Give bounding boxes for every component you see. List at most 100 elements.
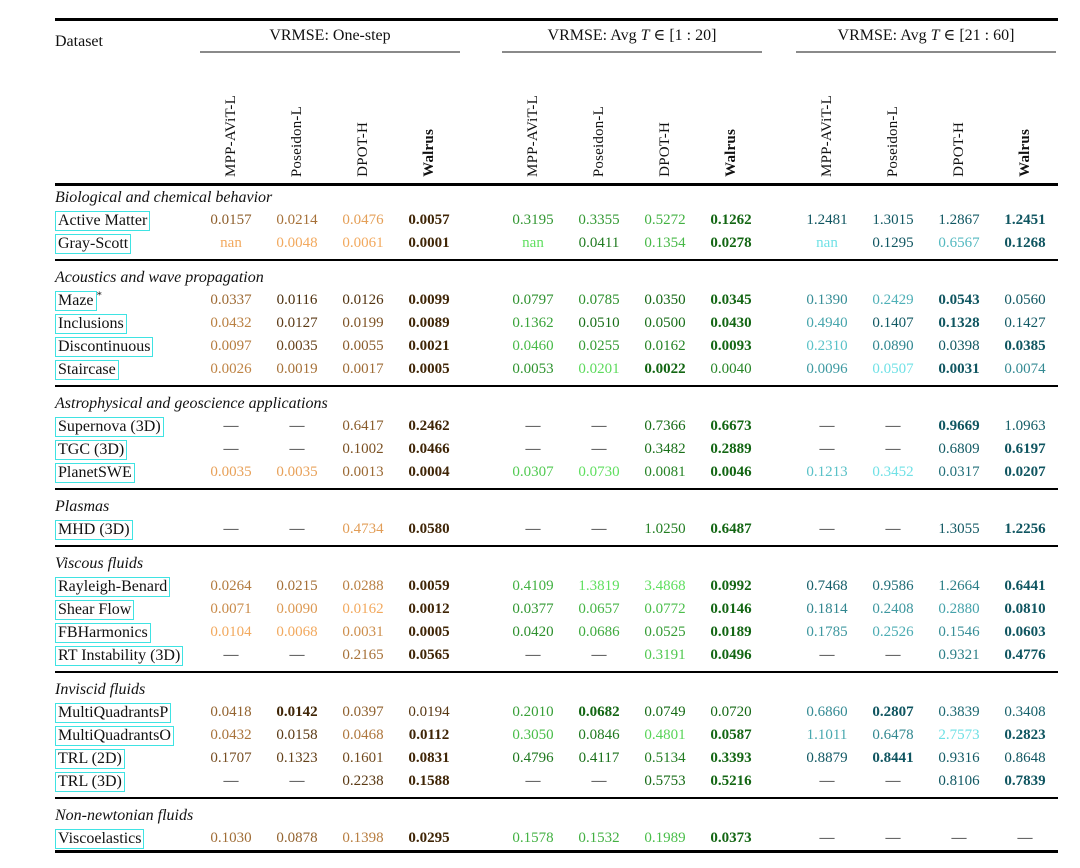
- metric-value-cell: 0.3452: [860, 461, 926, 484]
- metric-value: 0.0017: [342, 361, 384, 377]
- metric-value: nan: [522, 235, 544, 251]
- metric-value: 0.0112: [408, 727, 450, 743]
- column-gap: [764, 621, 794, 644]
- metric-value: —: [289, 441, 305, 457]
- metric-value-cell: 0.0720: [698, 701, 764, 724]
- metric-value-cell: 0.6673: [698, 415, 764, 438]
- metric-value: 0.0099: [408, 292, 450, 308]
- metric-value: 0.0199: [342, 315, 384, 331]
- metric-value: 0.0255: [578, 338, 620, 354]
- section-separator-rule: [55, 488, 1058, 490]
- metric-value-cell: 0.8106: [926, 770, 992, 793]
- dataset-link[interactable]: Active Matter: [55, 211, 151, 231]
- dataset-link[interactable]: Discontinuous: [55, 337, 154, 357]
- section-title: Non-newtonian fluids: [55, 807, 194, 824]
- column-gap: [462, 621, 500, 644]
- metric-value-cell: 0.0810: [992, 598, 1058, 621]
- metric-value-cell: 0.0560: [992, 289, 1058, 312]
- missing-value-cell: —: [264, 518, 330, 541]
- metric-value: 1.3819: [578, 578, 620, 594]
- model-name-rotated: DPOT-H: [354, 122, 371, 177]
- dataset-link[interactable]: Viscoelastics: [55, 829, 145, 849]
- dataset-link[interactable]: MHD (3D): [55, 520, 133, 540]
- metric-value-cell: 1.3015: [860, 209, 926, 232]
- dataset-link[interactable]: Gray-Scott: [55, 234, 132, 254]
- dataset-link[interactable]: Inclusions: [55, 314, 127, 334]
- metric-value: 1.3055: [938, 521, 980, 537]
- dataset-link[interactable]: Shear Flow: [55, 600, 135, 620]
- missing-value-cell: —: [500, 438, 566, 461]
- metric-value: 0.0068: [276, 624, 318, 640]
- missing-value-cell: —: [860, 827, 926, 850]
- metric-value: 0.4734: [342, 521, 384, 537]
- dataset-label-cell: Maze *: [55, 289, 198, 312]
- dataset-link[interactable]: Maze: [55, 291, 97, 311]
- column-gap: [764, 209, 794, 232]
- column-gap: [764, 461, 794, 484]
- metric-value: 0.8648: [1004, 750, 1046, 766]
- metric-value: 0.0730: [578, 464, 620, 480]
- model-column-header: Walrus: [698, 55, 764, 177]
- model-columns-row: MPP-AViT-L Poseidon-L DPOT-H Walrus MPP-AViT…: [55, 53, 1058, 183]
- dataset-link[interactable]: TRL (3D): [55, 772, 125, 792]
- metric-value-cell: 0.0890: [860, 335, 926, 358]
- metric-value: 0.0720: [710, 704, 752, 720]
- dataset-link[interactable]: Rayleigh-Benard: [55, 577, 171, 597]
- metric-value: 0.0214: [276, 212, 318, 228]
- metric-value: 0.8106: [938, 773, 980, 789]
- model-column-header: Walrus: [992, 55, 1058, 177]
- metric-value: 0.0468: [342, 727, 384, 743]
- metric-value-cell: 0.1268: [992, 232, 1058, 255]
- model-column-header: MPP-AViT-L: [794, 55, 860, 177]
- metric-value-cell: 0.8441: [860, 747, 926, 770]
- dataset-link[interactable]: Staircase: [55, 360, 119, 380]
- metric-value-cell: 0.4109: [500, 575, 566, 598]
- metric-value: 0.1268: [1004, 235, 1046, 251]
- metric-value: 0.7366: [644, 418, 686, 434]
- dataset-link[interactable]: MultiQuadrantsP: [55, 703, 172, 723]
- metric-value: 0.0831: [408, 750, 450, 766]
- metric-value-cell: 0.0046: [698, 461, 764, 484]
- dataset-link[interactable]: Supernova (3D): [55, 417, 164, 437]
- dataset-link[interactable]: MultiQuadrantsO: [55, 726, 174, 746]
- column-gap: [462, 209, 500, 232]
- table-row: Active Matter 0.0157 0.0214 0.0476 0.0057 0.3…: [55, 209, 1058, 232]
- missing-value-cell: —: [500, 770, 566, 793]
- metric-value-cell: 0.0397: [330, 701, 396, 724]
- metric-value: 0.0057: [408, 212, 450, 228]
- model-name-rotated: Poseidon-L: [884, 105, 901, 177]
- metric-value: 0.3191: [644, 647, 686, 663]
- metric-value-cell: 0.0432: [198, 312, 264, 335]
- metric-value-cell: 0.8648: [992, 747, 1058, 770]
- metric-value-cell: 0.0199: [330, 312, 396, 335]
- dataset-label-cell: MultiQuadrantsP: [55, 701, 198, 724]
- dataset-link[interactable]: RT Instability (3D): [55, 646, 184, 666]
- metric-value: 0.0587: [710, 727, 752, 743]
- metric-value-cell: 0.0022: [632, 358, 698, 381]
- section-title: Acoustics and wave propagation: [55, 269, 264, 286]
- metric-value: 0.2238: [342, 773, 384, 789]
- dataset-label-cell: Rayleigh-Benard: [55, 575, 198, 598]
- metric-value-cell: 0.0525: [632, 621, 698, 644]
- metric-value: 0.0846: [578, 727, 620, 743]
- dataset-link[interactable]: TRL (2D): [55, 749, 125, 769]
- metric-value: 0.6809: [938, 441, 980, 457]
- metric-value: 0.0785: [578, 292, 620, 308]
- metric-value-cell: 0.0116: [264, 289, 330, 312]
- dataset-link[interactable]: PlanetSWE: [55, 463, 135, 483]
- metric-value: 0.0162: [342, 601, 384, 617]
- dataset-link[interactable]: TGC (3D): [55, 440, 128, 460]
- dataset-link[interactable]: FBHarmonics: [55, 623, 151, 643]
- metric-value: 0.0411: [578, 235, 620, 251]
- metric-value: 0.0019: [276, 361, 318, 377]
- metric-value-cell: 0.0992: [698, 575, 764, 598]
- metric-value: 0.0525: [644, 624, 686, 640]
- metric-value-cell: 0.0785: [566, 289, 632, 312]
- metric-value: 0.0317: [938, 464, 980, 480]
- metric-value-cell: 0.2010: [500, 701, 566, 724]
- metric-value: 1.0963: [1004, 418, 1046, 434]
- metric-value-cell: 0.1814: [794, 598, 860, 621]
- metric-value-cell: 0.2165: [330, 644, 396, 667]
- metric-value: —: [885, 830, 901, 846]
- metric-value-cell: 0.2823: [992, 724, 1058, 747]
